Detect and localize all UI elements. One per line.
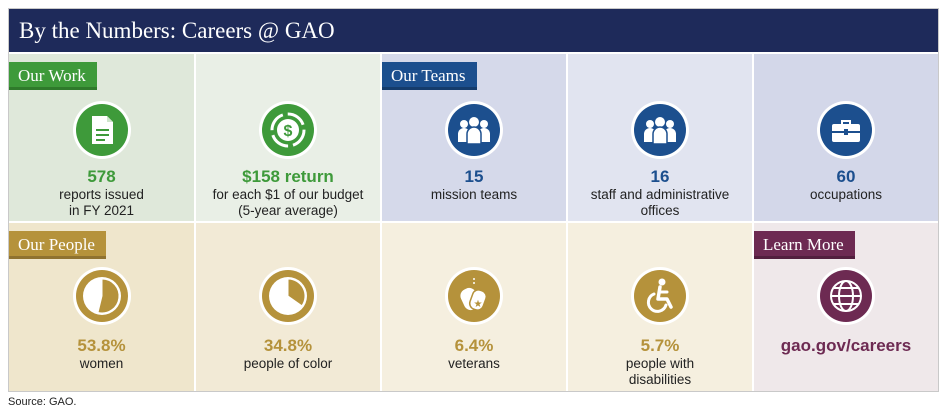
stat-card-mission-teams: Our Teams 15 mission teams (382, 54, 566, 221)
stat-value: 34.8% (263, 336, 313, 355)
stat-card-disabilities: 5.7% people with disabilities (568, 223, 752, 391)
stat-value: $158 return (242, 167, 334, 186)
stat-description: women (79, 356, 124, 371)
stat-description: mission teams (430, 187, 518, 202)
stat-card-occupations: 60 occupations (754, 54, 938, 221)
stat-card-women: Our People 53.8% women (9, 223, 194, 391)
dollar-cycle-icon: $ (258, 100, 318, 160)
globe-icon (816, 266, 876, 326)
stat-description: staff and administrative offices (590, 187, 730, 218)
stat-description: reports issued in FY 2021 (59, 187, 144, 218)
section-tag-our-work: Our Work (9, 62, 97, 90)
briefcase-icon (816, 100, 876, 160)
document-icon (72, 100, 132, 160)
page-title: By the Numbers: Careers @ GAO (9, 9, 938, 52)
source-note: Source: GAO. (8, 396, 77, 408)
stat-value: 60 (836, 167, 856, 186)
stat-value: 578 (87, 167, 116, 186)
section-tag-our-teams: Our Teams (382, 62, 477, 90)
section-tag-learn-more: Learn More (754, 231, 855, 259)
group-icon (630, 100, 690, 160)
svg-text:★: ★ (474, 299, 483, 310)
stats-grid: Our Work 578 reports issued in FY 2021 $ … (9, 54, 938, 391)
stat-description: people of color (243, 356, 333, 371)
section-tag-our-people: Our People (9, 231, 106, 259)
stat-card-reports: Our Work 578 reports issued in FY 2021 (9, 54, 194, 221)
stat-description: occupations (809, 187, 883, 202)
dog-tags-icon: ★ (444, 266, 504, 326)
stat-card-people-of-color: 34.8% people of color (196, 223, 380, 391)
stat-card-offices: 16 staff and administrative offices (568, 54, 752, 221)
svg-text:$: $ (284, 123, 293, 140)
stat-value: 53.8% (77, 336, 126, 355)
infographic-frame: By the Numbers: Careers @ GAO Our Work 5… (8, 8, 939, 392)
careers-link[interactable]: gao.gov/careers (780, 336, 912, 355)
stat-description: for each $1 of our budget (5-year average… (212, 187, 364, 218)
learn-more-card: Learn More gao.gov/careers (754, 223, 938, 391)
pie-icon (258, 266, 318, 326)
stat-value: 16 (650, 167, 670, 186)
stat-card-return: $ $158 return for each $1 of our budget(… (196, 54, 380, 221)
stat-value: 15 (464, 167, 484, 186)
pie-icon (72, 266, 132, 326)
stat-value: 6.4% (454, 336, 494, 355)
stat-description: veterans (448, 356, 500, 371)
accessibility-icon (630, 266, 690, 326)
stat-card-veterans: ★ 6.4% veterans (382, 223, 566, 391)
stat-description: people with disabilities (625, 356, 695, 387)
stat-value: 5.7% (640, 336, 680, 355)
group-icon (444, 100, 504, 160)
